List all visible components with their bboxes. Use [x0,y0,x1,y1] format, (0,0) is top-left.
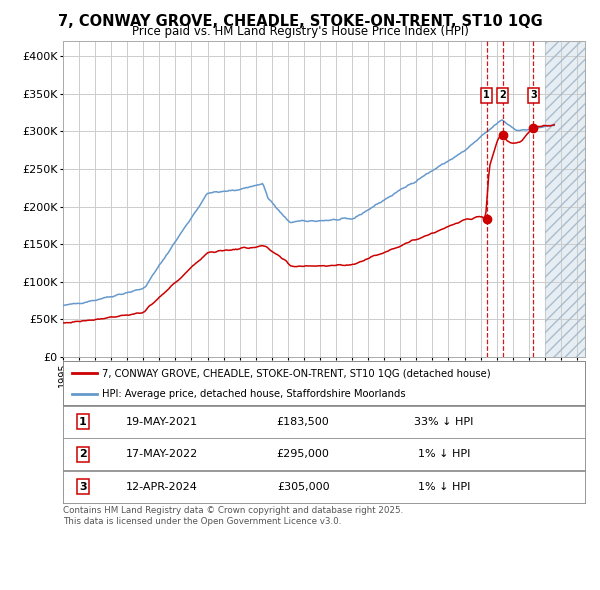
Text: 1% ↓ HPI: 1% ↓ HPI [418,450,470,459]
Text: 17-MAY-2022: 17-MAY-2022 [126,450,199,459]
Text: 2: 2 [499,90,506,100]
Text: 1: 1 [79,417,87,427]
Text: 3: 3 [79,482,86,491]
Text: 12-APR-2024: 12-APR-2024 [126,482,198,491]
Text: 1% ↓ HPI: 1% ↓ HPI [418,482,470,491]
Text: £183,500: £183,500 [277,417,329,427]
Text: Price paid vs. HM Land Registry's House Price Index (HPI): Price paid vs. HM Land Registry's House … [131,25,469,38]
Text: 3: 3 [530,90,536,100]
Text: £295,000: £295,000 [277,450,329,459]
Text: £305,000: £305,000 [277,482,329,491]
Bar [545,41,585,357]
Text: Contains HM Land Registry data © Crown copyright and database right 2025.
This d: Contains HM Land Registry data © Crown c… [63,506,403,526]
Bar [545,41,585,357]
Text: 19-MAY-2021: 19-MAY-2021 [126,417,198,427]
Text: 2: 2 [79,450,87,459]
Text: 1: 1 [484,90,490,100]
Text: 33% ↓ HPI: 33% ↓ HPI [415,417,474,427]
Text: HPI: Average price, detached house, Staffordshire Moorlands: HPI: Average price, detached house, Staf… [102,389,406,399]
Text: 7, CONWAY GROVE, CHEADLE, STOKE-ON-TRENT, ST10 1QG (detached house): 7, CONWAY GROVE, CHEADLE, STOKE-ON-TRENT… [102,369,491,378]
Text: 7, CONWAY GROVE, CHEADLE, STOKE-ON-TRENT, ST10 1QG: 7, CONWAY GROVE, CHEADLE, STOKE-ON-TRENT… [58,14,542,29]
